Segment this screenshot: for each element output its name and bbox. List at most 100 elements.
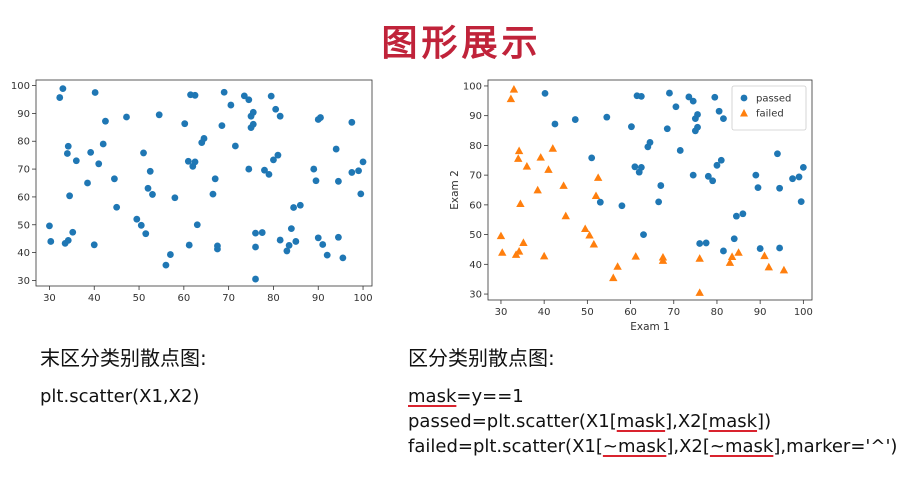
scatter-point-failed <box>760 251 769 260</box>
x-tick-label: 60 <box>624 307 637 318</box>
scatter-point-failed <box>498 248 507 256</box>
scatter-point-passed <box>672 103 680 111</box>
scatter-point-failed <box>536 153 545 161</box>
scatter-point <box>245 165 253 173</box>
scatter-point <box>95 160 103 168</box>
y-tick-label: 90 <box>469 111 482 122</box>
code-text: passed=plt.scatter(X1[ <box>408 411 617 432</box>
scatter-point-passed <box>676 147 684 154</box>
scatter-point <box>292 238 300 245</box>
code-text: failed=plt.scatter(X1[ <box>408 436 603 457</box>
scatter-point-passed <box>720 115 727 123</box>
y-tick-label: 60 <box>17 192 30 203</box>
scatter-point <box>137 221 145 229</box>
scatter-point <box>47 238 55 245</box>
code-mask-underlined: mask <box>408 386 457 407</box>
scatter-point <box>133 215 141 223</box>
scatter-point-passed <box>789 175 796 183</box>
x-tick-label: 100 <box>794 307 813 318</box>
scatter-point-failed <box>695 254 704 262</box>
scatter-point-passed <box>704 172 712 180</box>
x-tick-label: 100 <box>353 293 372 304</box>
scatter-point-passed <box>646 139 654 146</box>
y-tick-label: 40 <box>17 248 30 259</box>
scatter-point <box>64 236 72 244</box>
scatter-plot-classified-svg: 30 40 50 60 70 80 90 100 30 40 50 60 70 80 90 100 Exam 1… <box>449 79 813 333</box>
scatter-point-passed <box>685 93 693 101</box>
legend-marker-passed <box>740 94 748 102</box>
scatter-point-passed <box>733 212 740 220</box>
scatter-point-failed <box>609 273 618 282</box>
code-mask-underlined: mask <box>708 411 758 432</box>
scatter-point <box>211 175 219 183</box>
scatter-point <box>144 184 152 192</box>
scatter-point-passed <box>596 198 604 206</box>
scatter-point <box>249 120 257 128</box>
scatter-point-passed <box>774 150 781 158</box>
scatter-point-passed <box>797 198 805 205</box>
scatter-point-passed <box>551 120 559 128</box>
scatter-point-failed <box>695 288 704 296</box>
code-mask-underlined: mask <box>616 411 666 432</box>
x-tick-label: 90 <box>312 293 325 304</box>
scatter-point <box>355 167 362 175</box>
scatter-point <box>185 241 193 249</box>
scatter-point-failed <box>631 252 640 260</box>
scatter-point-failed <box>522 162 532 170</box>
scatter-point-failed <box>727 252 737 260</box>
left-code: plt.scatter(X1,X2) <box>40 384 199 409</box>
scatter-point <box>265 170 273 178</box>
scatter-point <box>193 221 201 229</box>
scatter-point-failed <box>581 224 590 233</box>
scatter-point-passed <box>754 184 762 192</box>
left-code-line: plt.scatter(X1,X2) <box>40 386 200 407</box>
scatter-point-passed <box>637 92 645 100</box>
scatter-point-passed <box>603 113 611 121</box>
scatter-point <box>181 120 189 128</box>
scatter-point-passed <box>640 231 647 238</box>
right-code: mask=y==1 passed=plt.scatter(X1[mask],X2… <box>408 384 897 459</box>
scatter-point-failed <box>561 211 570 220</box>
right-caption: 区分类别散点图: <box>408 346 555 370</box>
scatter-point <box>142 230 150 238</box>
scatter-point-passed <box>709 177 717 185</box>
scatter-point <box>140 149 147 157</box>
scatter-point <box>171 194 179 202</box>
scatter-point <box>91 89 99 96</box>
scatter-point <box>272 105 280 113</box>
scatter-point <box>314 234 322 242</box>
scatter-point <box>99 140 107 148</box>
x-tick-label: 70 <box>222 293 235 304</box>
y-tick-label: 80 <box>469 141 482 152</box>
scatter-point <box>312 177 320 185</box>
scatter-point-failed <box>514 247 524 255</box>
y-tick-label: 90 <box>17 109 30 120</box>
scatter-point-failed <box>591 191 601 200</box>
scatter-point-failed <box>514 146 524 155</box>
y-tick-label: 30 <box>17 276 30 287</box>
scatter-point <box>113 203 121 211</box>
code-not-mask-underlined: ~mask <box>709 436 774 457</box>
x-axis-label: Exam 1 <box>630 321 670 333</box>
scatter-point <box>332 145 340 153</box>
scatter-point <box>283 247 291 255</box>
y-tick-label: 50 <box>469 230 482 241</box>
scatter-point-passed <box>795 173 803 181</box>
scatter-point-passed <box>571 116 579 123</box>
x-tick-label: 80 <box>267 293 280 304</box>
scatter-point-failed <box>509 85 519 93</box>
scatter-point <box>296 201 304 209</box>
x-tick-label: 50 <box>133 293 146 304</box>
scatter-point <box>220 88 228 96</box>
scatter-point-failed <box>589 239 599 248</box>
code-text: ],X2[ <box>666 436 710 457</box>
scatter-point <box>90 241 98 249</box>
scatter-point <box>240 92 248 100</box>
scatter-point-passed <box>657 182 665 189</box>
scatter-point <box>162 261 170 269</box>
scatter-point <box>231 142 239 150</box>
scatter-point-passed <box>631 163 639 171</box>
scatter-point-passed <box>588 154 596 162</box>
scatter-point-passed <box>635 168 643 176</box>
scatter-point-failed <box>725 258 735 266</box>
